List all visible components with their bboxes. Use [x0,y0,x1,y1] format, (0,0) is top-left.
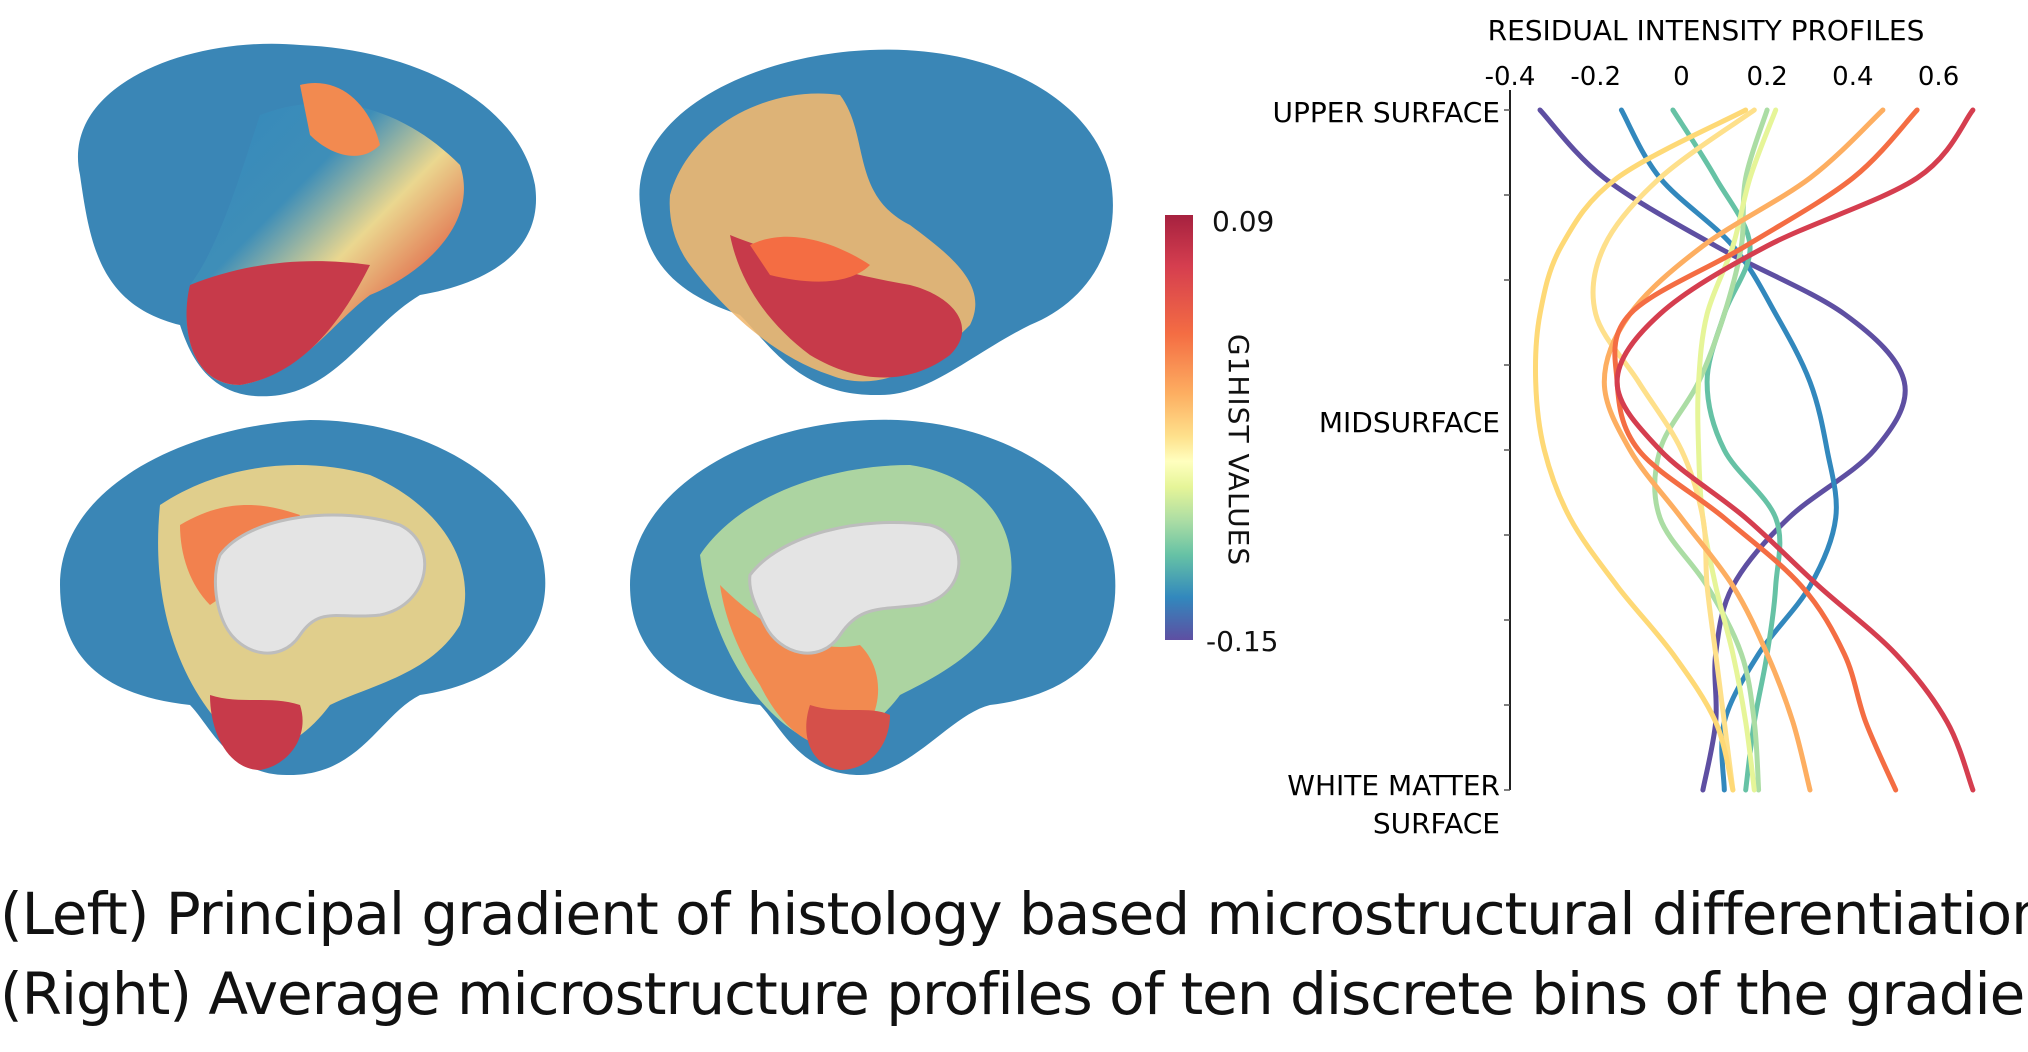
y-label-surface: SURFACE [1373,807,1500,840]
profile-line-8 [1601,107,1886,793]
chart-svg: RESIDUAL INTENSITY PROFILES -0.4 -0.2 0 0.2… [1273,14,1976,840]
profile-line-10 [1614,107,1976,793]
colorbar-max-label: 0.09 [1212,205,1275,238]
x-tick-labels: -0.4 -0.2 0 0.2 0.4 0.6 [1485,62,1960,92]
y-label-midsurface: MIDSURFACE [1319,406,1500,439]
y-axis-ticks [1504,109,1510,791]
y-label-upper-surface: UPPER SURFACE [1273,96,1500,129]
profile-line-5 [1695,107,1779,793]
brain-medial-right [610,405,1130,785]
brain-medial-left [40,405,560,785]
x-tick-label: 0.6 [1918,62,1959,92]
x-tick-label: 0.4 [1832,62,1873,92]
profile-line-6 [1590,107,1757,793]
caption-line-left: (Left) Principal gradient of histology b… [0,880,2028,948]
caption-line-right: (Right) Average microstructure profiles … [0,960,2028,1028]
profile-line-3 [1670,107,1783,793]
colorbar [1165,215,1193,640]
x-tick-label: 0.2 [1746,62,1787,92]
brain-lateral-right [610,25,1130,415]
profile-line-4 [1652,107,1770,793]
profile-lines [1532,107,1976,793]
x-tick-label: -0.4 [1485,62,1536,92]
y-label-white-matter: WHITE MATTER [1287,769,1500,802]
colorbar-min-label: -0.15 [1206,625,1279,658]
brain-lateral-left [40,25,560,415]
profile-line-7 [1532,107,1749,793]
residual-intensity-chart: RESIDUAL INTENSITY PROFILES -0.4 -0.2 0 0.2… [1260,0,2028,844]
x-tick-label: -0.2 [1570,62,1621,92]
profile-line-9 [1612,107,1920,793]
colorbar-title: G1HIST VALUES [1222,333,1255,567]
x-tick-label: 0 [1673,62,1690,92]
chart-title: RESIDUAL INTENSITY PROFILES [1488,14,1925,47]
